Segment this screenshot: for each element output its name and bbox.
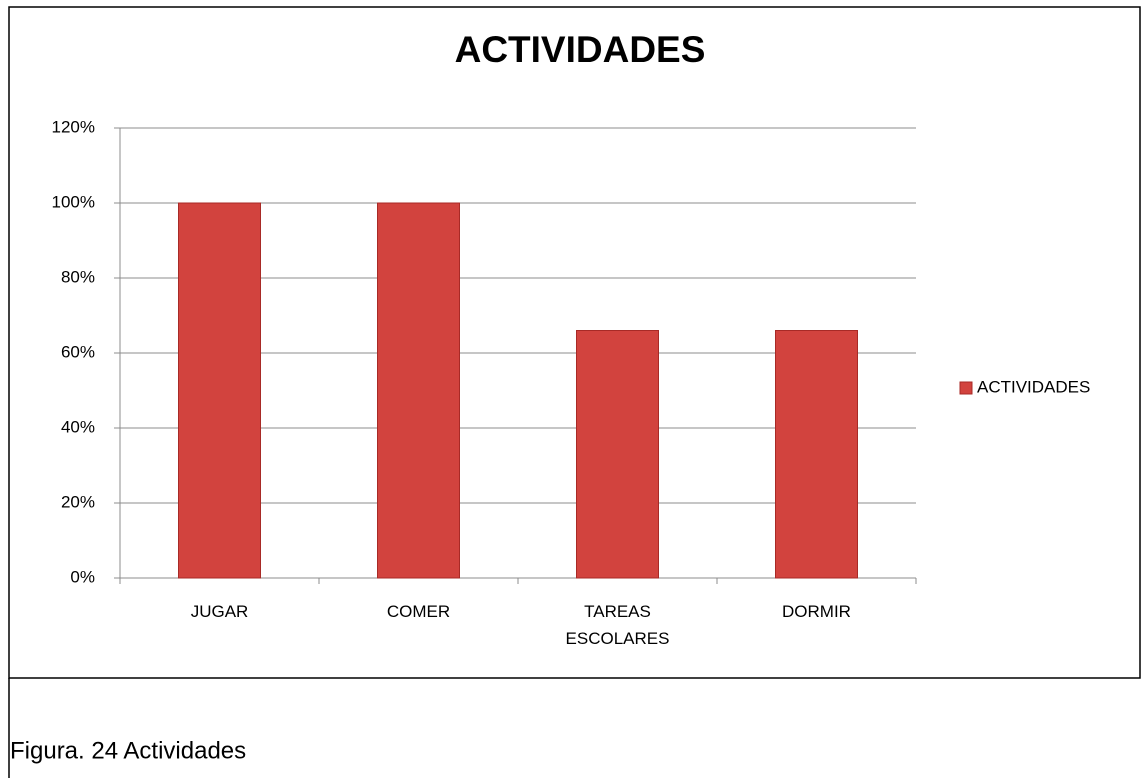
bar (576, 330, 659, 579)
y-tick-label: 40% (61, 417, 95, 436)
x-tick-label: TAREAS ESCOLARES (565, 602, 670, 648)
chart-frame (8, 6, 1141, 679)
x-tick-label-box: COMER (386, 602, 451, 621)
y-tick-label: 0% (70, 567, 95, 586)
x-tick-label-box: DORMIR (782, 602, 851, 621)
x-tick-label-box: TAREAS ESCOLARES (565, 602, 670, 648)
y-tick-label: 100% (52, 192, 95, 211)
y-tick-label: 60% (61, 342, 95, 361)
y-tick-label: 80% (61, 267, 95, 286)
bar (377, 202, 460, 579)
x-tick-label-box: JUGAR (190, 602, 249, 621)
x-tick-label: COMER (386, 602, 451, 621)
y-tick-label: 120% (52, 117, 95, 136)
x-tick-label: JUGAR (190, 602, 249, 621)
y-tick-label: 20% (61, 492, 95, 511)
caption: Figura. 24 Actividades (10, 737, 246, 764)
chart-title: ACTIVIDADES (455, 29, 706, 70)
bar (775, 330, 858, 579)
legend-label: ACTIVIDADES (977, 377, 1090, 396)
x-tick-label: DORMIR (782, 602, 851, 621)
legend-swatch (959, 381, 973, 395)
bar (178, 202, 261, 579)
